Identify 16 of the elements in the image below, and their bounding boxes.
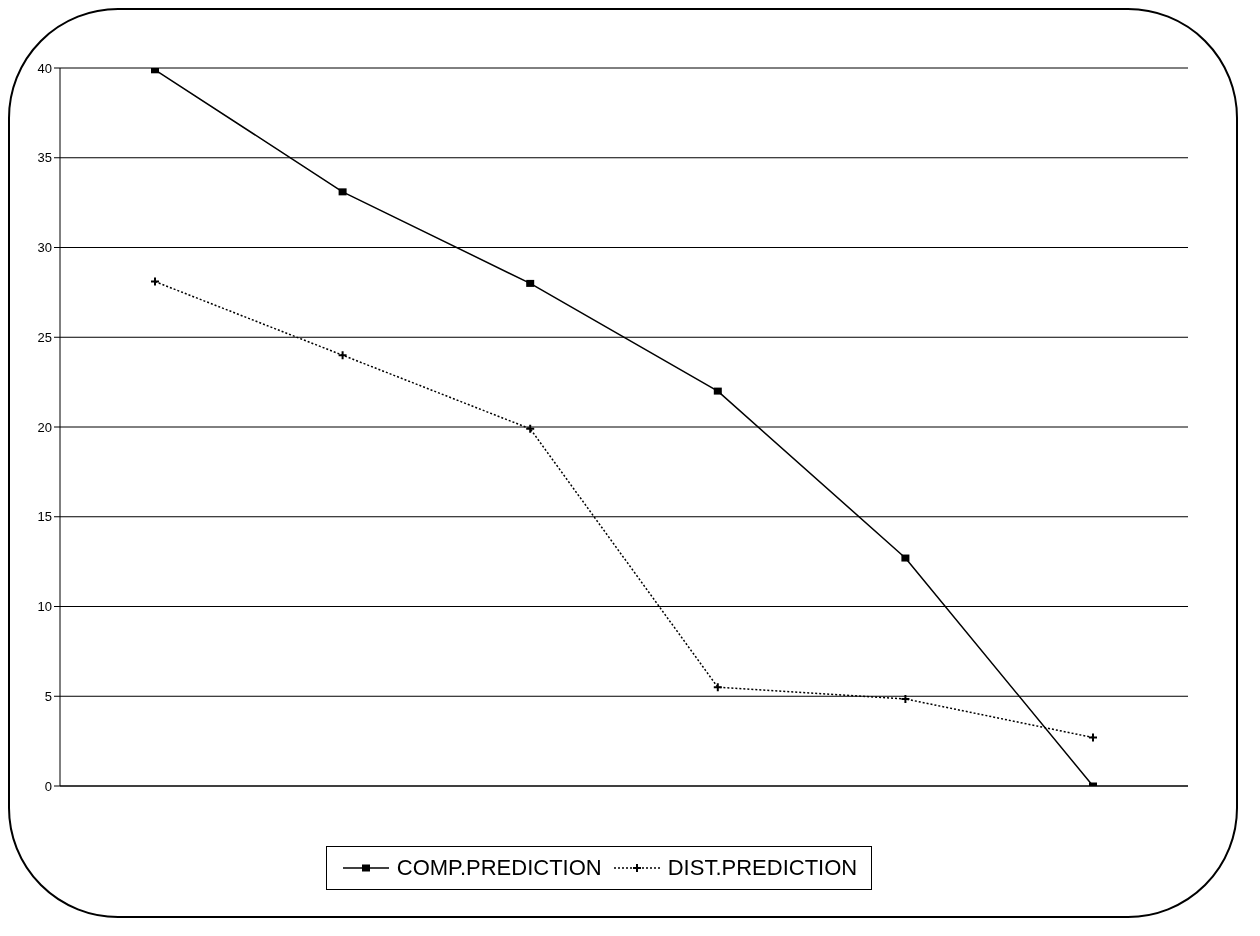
point: [151, 68, 159, 74]
y-tick-label: 15: [37, 509, 52, 525]
y-tick-label: 25: [37, 329, 52, 345]
y-tick-label: 30: [37, 240, 52, 256]
legend-label: COMP.PREDICTION: [396, 855, 602, 881]
y-tick-label: 40: [37, 60, 52, 76]
y-tick-label: 0: [44, 778, 52, 794]
point: [901, 554, 910, 562]
legend-label: DIST.PREDICTION: [667, 855, 858, 881]
y-tick-label: 10: [37, 599, 52, 615]
y-tick-label: 20: [37, 419, 52, 435]
point: [713, 387, 722, 395]
y-tick-label: 35: [37, 150, 52, 166]
y-tick-label: 5: [44, 688, 52, 704]
point: [338, 188, 347, 196]
point: [526, 279, 535, 287]
